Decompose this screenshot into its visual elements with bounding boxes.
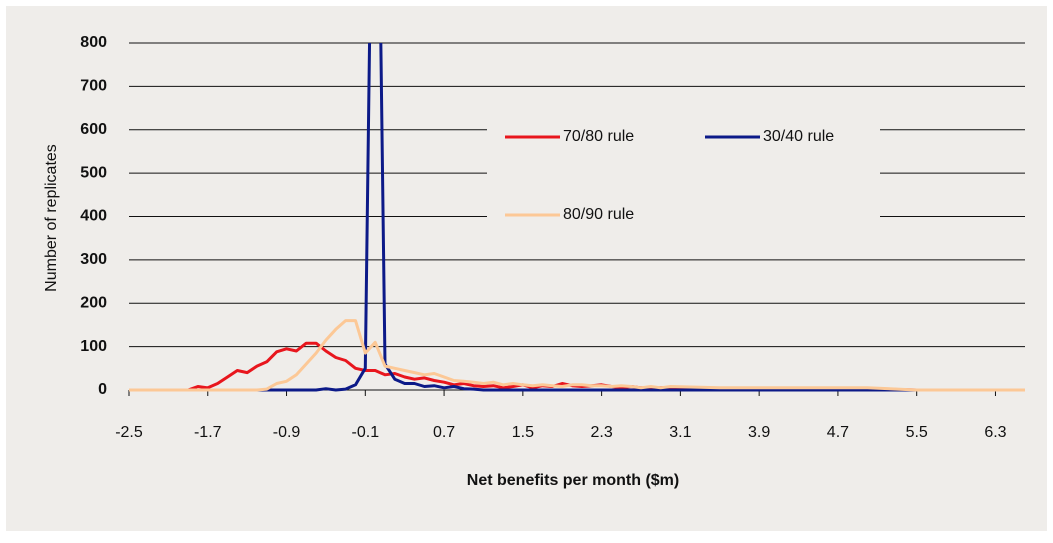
x-tick-label: 6.3 [984, 424, 1006, 441]
x-tick-label: 0.7 [433, 424, 455, 441]
x-tick-label: 3.1 [669, 424, 691, 441]
y-tick-label: 400 [80, 208, 107, 225]
series-line [129, 319, 1025, 392]
x-tick-label: -1.7 [194, 424, 222, 441]
x-tick-label: -0.9 [273, 424, 301, 441]
y-tick-label: 100 [80, 338, 107, 355]
x-axis-title: Net benefits per month ($m) [467, 472, 679, 489]
legend-label: 30/40 rule [763, 128, 834, 145]
y-axis-title: Number of replicates [43, 144, 60, 292]
legend-label: 80/90 rule [563, 206, 634, 223]
background [6, 6, 1047, 531]
x-tick-label: 2.3 [590, 424, 612, 441]
y-tick-label: 700 [80, 78, 107, 95]
x-tick-label: 5.5 [906, 424, 928, 441]
x-tick-label: 3.9 [748, 424, 770, 441]
x-tick-label: 4.7 [827, 424, 849, 441]
x-tick-label: 1.5 [512, 424, 534, 441]
y-tick-label: 600 [80, 121, 107, 138]
y-tick-label: 800 [80, 34, 107, 51]
plot-lines [129, 43, 1025, 392]
y-tick-label: 200 [80, 294, 107, 311]
y-tick-label: 500 [80, 164, 107, 181]
y-tick-label: 0 [98, 381, 107, 398]
x-tick-label: -2.5 [115, 424, 143, 441]
y-tick-label: 300 [80, 251, 107, 268]
x-tick-label: -0.1 [352, 424, 380, 441]
legend-label: 70/80 rule [563, 128, 634, 145]
